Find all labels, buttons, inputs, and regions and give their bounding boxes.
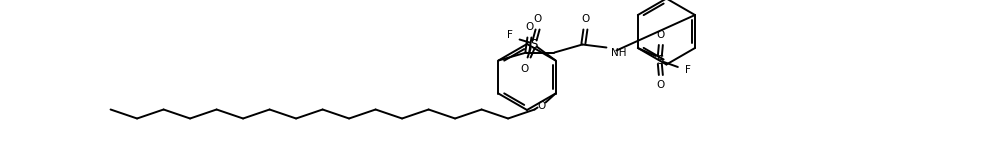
Text: NH: NH [611,47,627,58]
Text: F: F [685,65,691,75]
Text: O: O [525,22,534,32]
Text: O: O [582,15,590,24]
Text: S: S [530,38,538,51]
Text: O: O [538,101,545,110]
Text: F: F [506,30,512,41]
Text: O: O [534,15,542,24]
Text: O: O [521,63,529,73]
Text: O: O [656,30,665,40]
Text: O: O [656,80,665,90]
Text: S: S [656,54,663,67]
